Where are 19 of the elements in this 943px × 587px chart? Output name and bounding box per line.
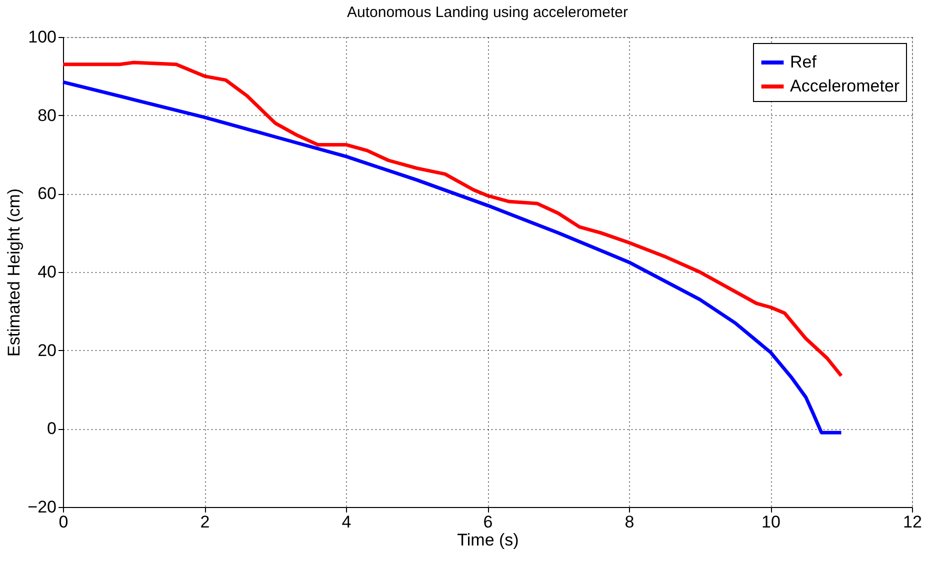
y-tick-label: 40 [38,262,56,282]
y-tick-label: 0 [47,419,56,438]
x-tick-label: 12 [903,512,922,532]
y-tick-label: −20 [28,498,56,516]
legend-label: Ref [790,52,817,72]
x-tick-label: 8 [624,512,634,532]
x-tick-label: 6 [483,512,493,532]
x-tick-label: 2 [200,512,210,532]
x-tick-label: 4 [342,512,352,532]
y-tick-label: 100 [28,28,56,46]
y-tick-label: 60 [38,184,56,204]
y-tick-label: 20 [38,340,56,360]
chart-title: Autonomous Landing using accelerometer [346,4,628,21]
x-axis-title: Time (s) [457,530,519,550]
y-axis-title: Estimated Height (cm) [4,188,24,357]
x-tick-label: 0 [58,512,68,532]
y-tick-label: 80 [38,106,56,125]
legend-label: Accelerometer [790,76,900,96]
x-tick-label: 10 [762,512,780,532]
